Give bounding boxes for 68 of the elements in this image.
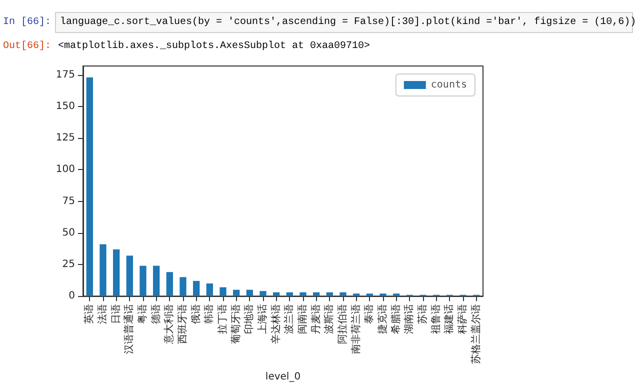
x-tick-label: 捷克语 [376,304,388,334]
y-tick-label: 150 [56,100,75,112]
x-tick-label: 粤语 [136,304,148,324]
x-tick-label: 英语 [83,304,96,324]
legend-label: counts [430,80,467,90]
bar [380,294,386,296]
x-tick-label: 闽南语 [296,304,308,334]
text: language_c.sort_values(by = 'counts',ascending = False)[:30].plot(kind ='bar', figsize = (10,6)) [59,16,636,30]
bar [206,283,213,296]
x-tick-label: 辛达林语 [270,304,282,344]
bar [233,290,240,296]
bar [100,244,106,296]
text: In [66]: [3,17,52,28]
bar [113,249,120,296]
x-tick-label: 南非荷兰语 [350,304,362,354]
y-tick-label: 0 [68,290,75,302]
x-tick-label: 湖南话 [403,304,416,334]
bar [340,292,346,296]
x-tick-label: 法语 [96,304,108,324]
x-tick-label: 苏格兰盖尔语 [470,304,482,364]
x-tick-label: 汉语普通话 [123,304,136,354]
y-tick-label: 50 [62,227,75,238]
x-tick-label: 泰语 [363,304,376,324]
x-tick-label: 丹麦语 [310,304,322,334]
x-tick-label: 阿拉伯语 [336,304,348,344]
bar [260,291,266,296]
bar [300,292,306,296]
bar [273,292,280,296]
bar [140,266,146,296]
x-axis-title: level_0 [265,372,301,382]
x-tick-label: 葡萄牙语 [230,304,242,344]
x-tick-label: 波斯语 [323,304,336,334]
bar [393,294,400,296]
x-tick-label: 日语 [110,304,122,324]
y-tick-label: 75 [62,196,75,207]
bar [326,292,333,296]
x-tick-label: 德语 [150,304,162,324]
x-tick-label: 印地语 [243,304,256,334]
text: <matplotlib.axes._subplots.AxesSubplot at 0xaa09710> [58,41,370,52]
bar [366,294,373,296]
x-tick-label: 苏语 [416,304,428,324]
bar [353,294,360,296]
y-tick-label: 100 [56,164,75,176]
x-tick-label: 祖鲁语 [430,304,442,334]
x-tick-label: 福建话 [443,304,456,334]
x-tick-label: 韩语 [203,304,216,324]
x-tick-label: 拉丁语 [216,304,228,334]
bar [313,292,320,296]
text: Out[66]: [3,41,52,52]
bar [126,256,133,296]
bar [86,77,93,296]
y-tick-label: 175 [56,69,75,80]
bar [180,277,186,296]
bar [193,280,200,296]
x-tick-label: 意大利语 [163,304,176,346]
y-tick-label: 25 [62,258,75,270]
x-tick-label: 上海话 [256,304,268,334]
bar [220,287,226,296]
x-tick-label: 西班牙语 [176,304,188,344]
bar [153,266,160,296]
bar [286,292,293,296]
x-tick-label: 俄语 [190,304,202,324]
bar [246,290,253,296]
y-tick-label: 125 [56,132,75,144]
x-tick-label: 希腊语 [390,304,402,334]
x-tick-label: 波兰语 [283,304,296,334]
bar [166,272,173,296]
x-tick-label: 科萨语 [456,304,468,334]
